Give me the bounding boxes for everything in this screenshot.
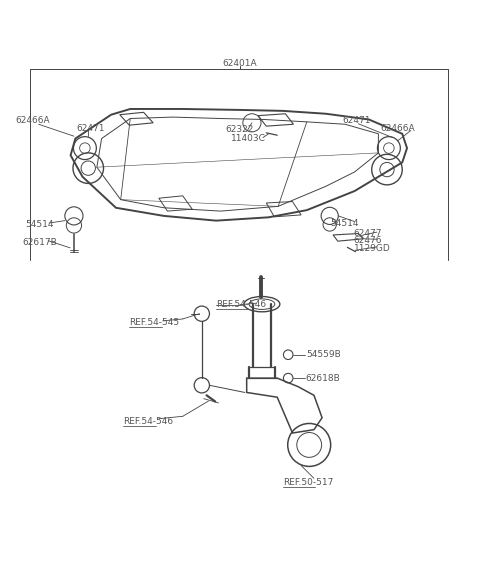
- Text: REF.54-545: REF.54-545: [129, 318, 180, 327]
- Text: REF.54-546: REF.54-546: [123, 417, 173, 426]
- Text: REF.54-546: REF.54-546: [216, 300, 266, 309]
- Text: 54514: 54514: [25, 220, 54, 229]
- Text: 62466A: 62466A: [381, 124, 415, 133]
- Text: 62471: 62471: [77, 124, 105, 133]
- Text: 54514: 54514: [331, 218, 359, 227]
- Text: 62618B: 62618B: [306, 374, 341, 383]
- Text: 11403C: 11403C: [230, 134, 265, 143]
- Text: 54559B: 54559B: [306, 350, 341, 359]
- Text: 62466A: 62466A: [16, 116, 50, 125]
- Text: 62617B: 62617B: [23, 238, 58, 247]
- Text: 62477: 62477: [354, 229, 382, 238]
- Text: 62401A: 62401A: [223, 58, 257, 68]
- Text: 62476: 62476: [354, 236, 382, 245]
- Text: 1129GD: 1129GD: [354, 244, 390, 253]
- Text: REF.50-517: REF.50-517: [283, 478, 333, 486]
- Text: 62322: 62322: [226, 125, 254, 135]
- Text: 62471: 62471: [343, 116, 371, 125]
